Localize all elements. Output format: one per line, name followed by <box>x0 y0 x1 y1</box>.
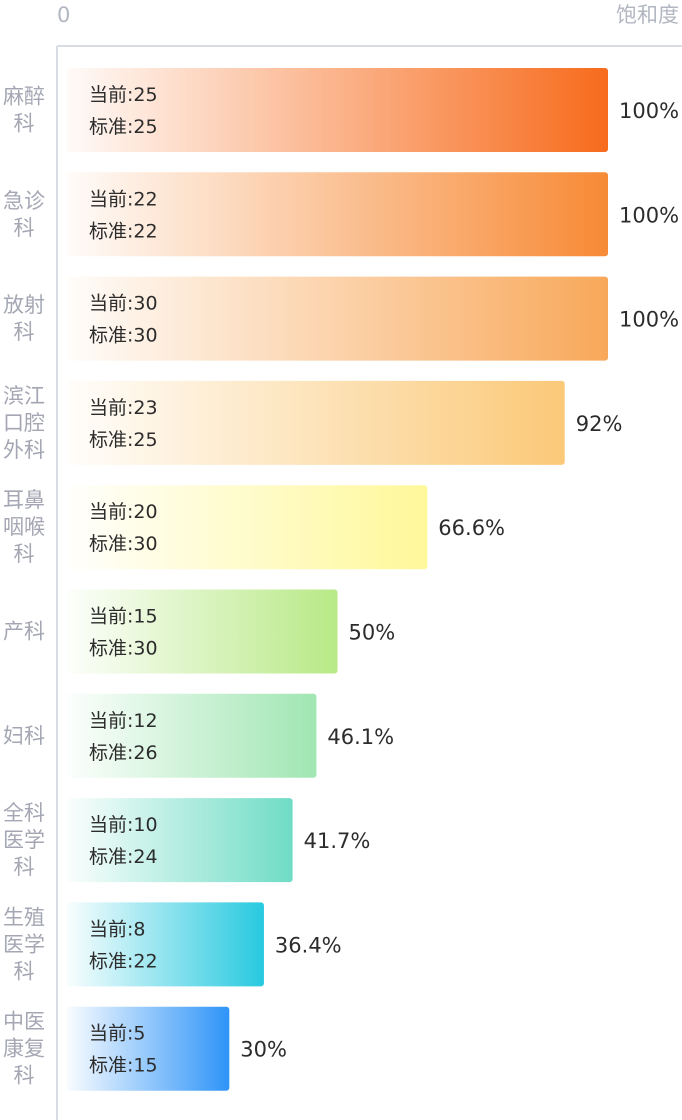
bar-value-label: 100% <box>619 308 679 332</box>
bar-value-label: 41.7% <box>304 829 371 853</box>
category-label: 耳鼻 <box>3 488 45 512</box>
bar <box>67 172 608 256</box>
bar-current-label: 当前:20 <box>89 501 158 523</box>
bar-current-label: 当前:8 <box>89 918 146 940</box>
bar-current-label: 当前:25 <box>89 84 158 106</box>
bar <box>67 381 565 465</box>
category-label: 妇科 <box>3 724 45 748</box>
axis-max-label: 饱和度 <box>616 3 679 27</box>
category-label: 咽喉 <box>3 515 45 539</box>
bar-standard-label: 标准:30 <box>89 533 158 555</box>
bar-current-label: 当前:30 <box>89 293 158 315</box>
bar-value-label: 100% <box>619 99 679 123</box>
bar <box>67 798 293 882</box>
bar-rows: 当前:25标准:25100%麻醉科当前:22标准:22100%急诊科当前:30标… <box>3 68 679 1091</box>
category-label: 放射 <box>3 293 45 317</box>
category-label: 外科 <box>3 438 45 462</box>
category-label: 全科 <box>3 801 45 825</box>
category-label: 生殖 <box>3 905 45 929</box>
category-label: 医学 <box>3 828 45 852</box>
bar-value-label: 46.1% <box>327 725 394 749</box>
category-label: 口腔 <box>3 411 45 435</box>
bar <box>67 277 608 361</box>
bar-value-label: 100% <box>619 203 679 227</box>
category-label: 科 <box>14 112 35 136</box>
bar-standard-label: 标准:30 <box>89 638 158 660</box>
category-label: 科 <box>14 1064 35 1088</box>
bar-standard-label: 标准:24 <box>89 846 158 868</box>
bar-standard-label: 标准:30 <box>89 325 158 347</box>
bar-standard-label: 标准:22 <box>89 220 158 242</box>
bar-current-label: 当前:23 <box>89 397 158 419</box>
bar <box>67 902 264 986</box>
bar-current-label: 当前:12 <box>89 710 158 732</box>
bar <box>67 694 316 778</box>
bar <box>67 68 608 152</box>
bar <box>67 590 338 674</box>
category-label: 滨江 <box>3 384 45 408</box>
bar-standard-label: 标准:15 <box>89 1055 158 1077</box>
bar-value-label: 30% <box>240 1038 287 1062</box>
category-label: 科 <box>14 959 35 983</box>
bar-standard-label: 标准:25 <box>89 429 158 451</box>
category-label: 麻醉 <box>3 85 45 109</box>
bar-current-label: 当前:22 <box>89 188 158 210</box>
bar-standard-label: 标准:26 <box>89 742 158 764</box>
bar-current-label: 当前:15 <box>89 606 158 628</box>
bar-standard-label: 标准:22 <box>89 950 158 972</box>
category-label: 科 <box>14 216 35 240</box>
bar-value-label: 66.6% <box>438 516 505 540</box>
category-label: 医学 <box>3 932 45 956</box>
bar-current-label: 当前:10 <box>89 814 158 836</box>
category-label: 科 <box>14 855 35 879</box>
category-label: 科 <box>14 542 35 566</box>
bar-current-label: 当前:5 <box>89 1023 146 1045</box>
axis-min-label: 0 <box>57 3 70 27</box>
category-label: 科 <box>14 320 35 344</box>
category-label: 中医 <box>3 1010 45 1034</box>
bar-value-label: 36.4% <box>275 933 342 957</box>
bar-standard-label: 标准:25 <box>89 116 158 138</box>
category-label: 康复 <box>3 1037 45 1061</box>
bar-value-label: 50% <box>349 621 396 645</box>
category-label: 急诊 <box>3 189 45 213</box>
bar <box>67 485 427 569</box>
bar-value-label: 92% <box>576 412 623 436</box>
bar <box>67 1007 229 1091</box>
category-label: 产科 <box>3 620 45 644</box>
